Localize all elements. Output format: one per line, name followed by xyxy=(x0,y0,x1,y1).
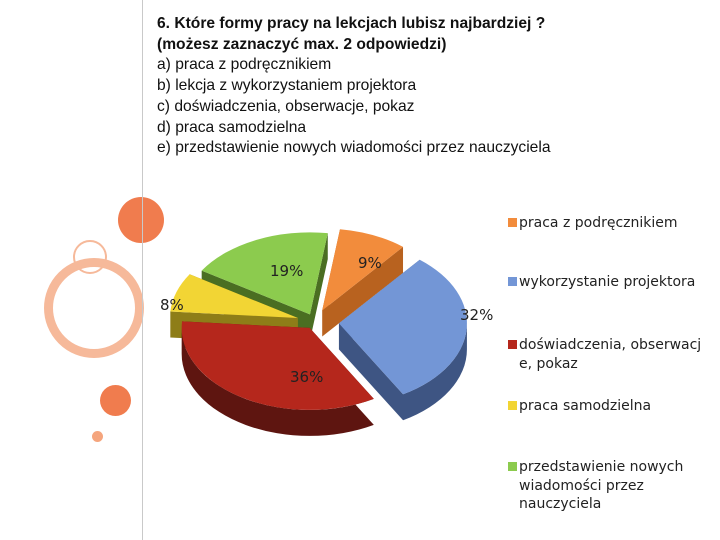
legend-label: przedstawienie nowych wiadomości przez n… xyxy=(519,459,684,512)
legend-label: wykorzystanie projektora xyxy=(519,274,696,290)
decor-circle-small xyxy=(92,431,103,442)
pie-slice-side xyxy=(201,233,328,341)
pie-slice xyxy=(181,321,374,410)
slice-label: 8% xyxy=(160,296,184,314)
decor-circle-medium xyxy=(100,385,131,416)
question-note: (możesz zaznaczyć max. 2 odpowiedzi) xyxy=(157,35,447,53)
question-title: 6. Które formy pracy na lekcjach lubisz … xyxy=(157,15,546,32)
decor-circle-ring-small xyxy=(73,240,107,274)
legend-label: praca samodzielna xyxy=(519,398,652,414)
slice-label: 9% xyxy=(358,254,382,272)
legend-item-podrecznik: praca z podręcznikiem xyxy=(508,214,708,233)
pie-slice xyxy=(170,274,298,319)
decor-vertical-line xyxy=(142,0,143,540)
option-b: b) lekcja z wykorzystaniem projektora xyxy=(157,77,417,95)
legend-item-doswiadczenia: doświadczenia, obserwacje, pokaz xyxy=(508,336,708,373)
legend-swatch xyxy=(508,462,517,471)
legend-label: praca z podręcznikiem xyxy=(519,215,678,231)
legend-swatch xyxy=(508,218,517,227)
pie-slice xyxy=(322,229,404,311)
option-d: d) praca samodzielna xyxy=(157,118,307,136)
legend-swatch xyxy=(508,340,517,349)
decor-circle-top xyxy=(118,197,164,243)
slice-label: 32% xyxy=(460,306,493,324)
question-text: 6. Które formy pracy na lekcjach lubisz … xyxy=(157,14,707,159)
pie-slice xyxy=(201,232,328,315)
option-a: a) praca z podręcznikiem xyxy=(157,56,332,74)
legend-item-przedstawienie: przedstawienie nowych wiadomości przez n… xyxy=(508,458,708,514)
slice-label: 36% xyxy=(290,368,323,386)
legend-swatch xyxy=(508,277,517,286)
legend-label: doświadczenia, obserwacje, pokaz xyxy=(519,337,702,372)
option-e: e) przedstawienie nowych wiadomości prze… xyxy=(157,139,551,157)
option-c: c) doświadczenia, obserwacje, pokaz xyxy=(157,97,415,115)
pie-slice-side xyxy=(322,229,404,337)
legend-item-samodzielna: praca samodzielna xyxy=(508,397,708,416)
legend-swatch xyxy=(508,401,517,410)
slice-label: 19% xyxy=(270,262,303,280)
legend-item-projektor: wykorzystanie projektora xyxy=(508,273,708,292)
pie-chart: 9% 32% 36% 8% 19% xyxy=(160,229,493,436)
pie-slice xyxy=(338,259,467,395)
